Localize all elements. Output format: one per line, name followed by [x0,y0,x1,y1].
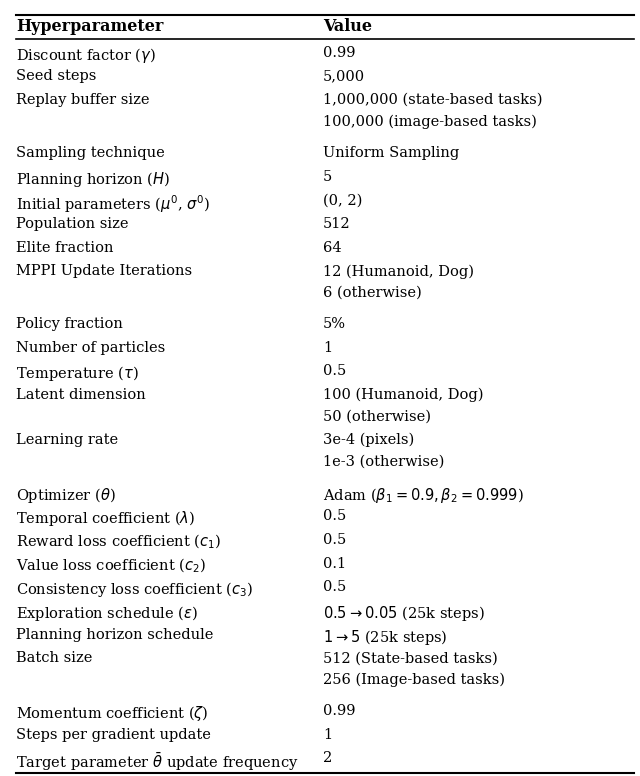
Text: Temperature ($\tau$): Temperature ($\tau$) [16,364,139,383]
Text: Optimizer ($\theta$): Optimizer ($\theta$) [16,486,116,504]
Text: Policy fraction: Policy fraction [16,317,123,331]
Text: 0.99: 0.99 [323,46,356,60]
Text: 50 (otherwise): 50 (otherwise) [323,409,431,423]
Text: 0.99: 0.99 [323,704,356,718]
Text: 0.5: 0.5 [323,364,346,378]
Text: 1: 1 [323,728,332,742]
Text: 256 (Image-based tasks): 256 (Image-based tasks) [323,673,505,687]
Text: 1e-3 (otherwise): 1e-3 (otherwise) [323,454,445,468]
Text: MPPI Update Iterations: MPPI Update Iterations [16,264,192,278]
Text: Reward loss coefficient ($c_1$): Reward loss coefficient ($c_1$) [16,533,221,551]
Text: 0.1: 0.1 [323,556,346,570]
Text: Batch size: Batch size [16,651,92,665]
Text: Sampling technique: Sampling technique [16,146,164,160]
Text: Latent dimension: Latent dimension [16,388,146,402]
Text: 0.5: 0.5 [323,580,346,594]
Text: 512 (State-based tasks): 512 (State-based tasks) [323,651,498,665]
Text: Number of particles: Number of particles [16,341,165,355]
Text: Initial parameters ($\mu^0$, $\sigma^0$): Initial parameters ($\mu^0$, $\sigma^0$) [16,193,210,215]
Text: 64: 64 [323,241,342,255]
Text: Elite fraction: Elite fraction [16,241,113,255]
Text: Value: Value [323,18,372,35]
Text: 12 (Humanoid, Dog): 12 (Humanoid, Dog) [323,264,474,279]
Text: Hyperparameter: Hyperparameter [16,18,163,35]
Text: 5: 5 [323,169,332,183]
Text: 0.5: 0.5 [323,533,346,547]
Text: (0, 2): (0, 2) [323,193,363,207]
Text: 3e-4 (pixels): 3e-4 (pixels) [323,433,415,447]
Text: Consistency loss coefficient ($c_3$): Consistency loss coefficient ($c_3$) [16,580,253,599]
Text: 1: 1 [323,341,332,355]
Text: 6 (otherwise): 6 (otherwise) [323,286,422,300]
Text: 2: 2 [323,751,332,765]
Text: 100,000 (image-based tasks): 100,000 (image-based tasks) [323,115,537,129]
Text: 100 (Humanoid, Dog): 100 (Humanoid, Dog) [323,388,484,402]
Text: Planning horizon schedule: Planning horizon schedule [16,628,213,642]
Text: 5%: 5% [323,317,346,331]
Text: Discount factor ($\gamma$): Discount factor ($\gamma$) [16,46,156,65]
Text: Replay buffer size: Replay buffer size [16,93,150,107]
Text: 512: 512 [323,217,351,230]
Text: Exploration schedule ($\epsilon$): Exploration schedule ($\epsilon$) [16,604,198,623]
Text: $0.5 \rightarrow 0.05$ (25k steps): $0.5 \rightarrow 0.05$ (25k steps) [323,604,485,623]
Text: Planning horizon ($H$): Planning horizon ($H$) [16,169,170,189]
Text: 1,000,000 (state-based tasks): 1,000,000 (state-based tasks) [323,93,543,107]
Text: Value loss coefficient ($c_2$): Value loss coefficient ($c_2$) [16,556,206,575]
Text: Temporal coefficient ($\lambda$): Temporal coefficient ($\lambda$) [16,509,195,528]
Text: Seed steps: Seed steps [16,70,97,84]
Text: Momentum coefficient ($\zeta$): Momentum coefficient ($\zeta$) [16,704,209,723]
Text: Learning rate: Learning rate [16,433,118,447]
Text: 5,000: 5,000 [323,70,365,84]
Text: 0.5: 0.5 [323,509,346,523]
Text: Adam ($\beta_1 = 0.9, \beta_2 = 0.999$): Adam ($\beta_1 = 0.9, \beta_2 = 0.999$) [323,486,524,504]
Text: Steps per gradient update: Steps per gradient update [16,728,211,742]
Text: Uniform Sampling: Uniform Sampling [323,146,460,160]
Text: Population size: Population size [16,217,129,230]
Text: Target parameter $\bar{\theta}$ update frequency: Target parameter $\bar{\theta}$ update f… [16,751,298,774]
Text: $1 \rightarrow 5$ (25k steps): $1 \rightarrow 5$ (25k steps) [323,628,448,646]
